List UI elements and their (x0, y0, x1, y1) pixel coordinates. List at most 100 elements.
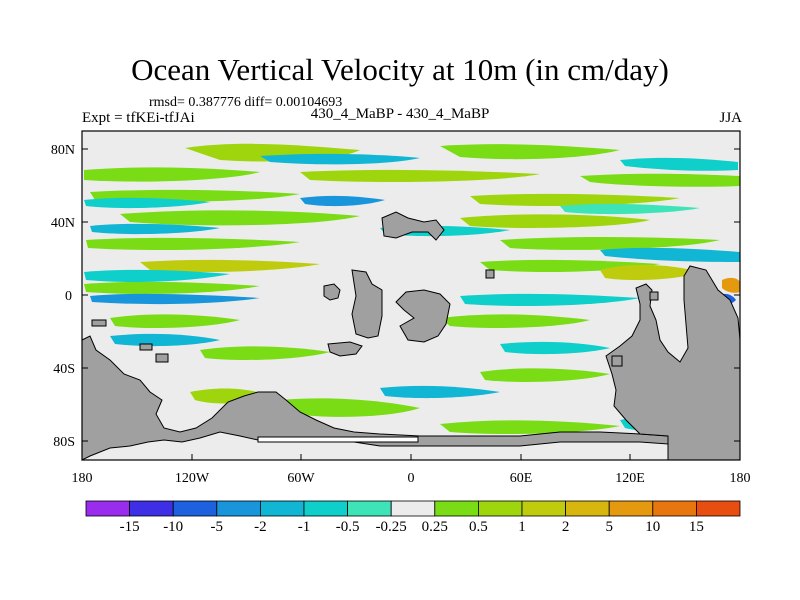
experiment-label: Expt = tfKEi-tfJAi (82, 110, 195, 126)
lon-label-120w: 120W (175, 471, 210, 486)
colorbar-label: 10 (645, 519, 660, 535)
negative-band (600, 247, 740, 262)
case-label: 430_4_MaBP - 430_4_MaBP (310, 106, 490, 122)
lat-label-80s: 80S (53, 435, 75, 450)
land-mask (139, 343, 153, 351)
positive-band (440, 420, 620, 434)
lon-label-60e: 60E (510, 471, 533, 486)
lat-tick-labels: 80N 40N 0 40S 80S (51, 143, 75, 450)
colorbar-label: -0.25 (376, 519, 407, 535)
land-masks (81, 211, 741, 461)
strong-positive-cell (722, 277, 740, 293)
negative-band (90, 293, 260, 305)
colorbar-label: -1 (298, 519, 311, 535)
colorbar-label: -15 (120, 519, 140, 535)
colorbar-swatch (652, 500, 697, 517)
colorbar-swatch (172, 500, 218, 517)
negative-band (460, 293, 640, 306)
positive-band (600, 264, 700, 280)
lat-label-eq: 0 (65, 289, 72, 304)
land-mask (327, 341, 363, 357)
land-mask (395, 289, 451, 343)
lon-label-0: 0 (408, 471, 415, 486)
positive-band (84, 281, 260, 294)
colorbar-label: 2 (562, 519, 570, 535)
negative-band (90, 223, 220, 235)
colorbar-swatch (85, 500, 130, 517)
lon-label-120e: 120E (615, 471, 645, 486)
land-mask (91, 319, 107, 327)
colorbar-swatch (565, 500, 610, 517)
positive-band (480, 368, 610, 382)
ice-shelf-strip (257, 436, 419, 443)
land-mask (605, 265, 741, 461)
lon-tick-labels: 180 120W 60W 0 60E 120E 180 (72, 471, 751, 486)
negative-band (84, 197, 210, 209)
colorbar-swatch (129, 500, 174, 517)
lon-tick-marks (81, 454, 741, 460)
positive-band (460, 214, 650, 228)
land-mask (323, 283, 341, 301)
negative-band (110, 333, 220, 347)
negative-band (380, 385, 500, 399)
lon-label-180e: 180 (730, 471, 751, 486)
negative-band (500, 341, 610, 355)
lon-label-180w: 180 (72, 471, 93, 486)
negative-band (560, 203, 700, 215)
positive-band (470, 193, 680, 206)
positive-band (580, 173, 740, 187)
lat-label-40s: 40S (53, 362, 75, 377)
colorbar-label: -5 (211, 519, 224, 535)
positive-band (280, 398, 420, 417)
colorbar-label: 15 (689, 519, 704, 535)
colorbar-swatch (477, 500, 523, 517)
negative-band (620, 157, 738, 171)
positive-band (440, 314, 590, 328)
colorbar-label: 1 (518, 519, 526, 535)
colorbar: -15 -10 -5 -2 -1 -0.5 -0.25 0.25 0.5 1 2 5 10 15 (85, 500, 741, 535)
lat-label-40n: 40N (51, 216, 75, 231)
land-mask (155, 353, 169, 363)
negative-band (260, 153, 420, 165)
positive-band (500, 237, 720, 250)
colorbar-label: -10 (163, 519, 183, 535)
negative-band (300, 195, 385, 207)
colorbar-swatch (303, 500, 348, 517)
positive-band (440, 144, 620, 160)
map-panel: 80N 40N 0 40S 80S 180 120W 60W 0 60E 120… (51, 130, 751, 486)
colorbar-label: -2 (254, 519, 267, 535)
colorbar-swatch (390, 500, 436, 517)
land-mask (81, 335, 669, 461)
colorbar-swatch (521, 500, 566, 517)
positive-band (200, 346, 330, 360)
positive-band (86, 237, 300, 250)
positive-band (110, 314, 240, 328)
velocity-bands (84, 143, 740, 434)
land-mask (649, 291, 659, 301)
positive-band (84, 167, 260, 182)
positive-band (140, 259, 320, 272)
season-label: JJA (719, 110, 742, 126)
lat-label-80n: 80N (51, 143, 75, 158)
colorbar-label: -0.5 (336, 519, 360, 535)
stats-text: rmsd= 0.387776 diff= 0.00104693 (149, 95, 343, 110)
colorbar-swatch (259, 500, 305, 517)
land-mask (351, 269, 383, 339)
land-mask (485, 269, 495, 279)
colorbar-swatch (608, 500, 654, 517)
colorbar-swatch (347, 500, 392, 517)
land-mask (611, 355, 623, 367)
colorbar-swatch (434, 500, 479, 517)
colorbar-label: 0.25 (422, 519, 448, 535)
colorbar-swatch (216, 500, 261, 517)
chart-title: Ocean Vertical Velocity at 10m (in cm/da… (131, 52, 669, 87)
negative-band (84, 269, 230, 282)
colorbar-swatch (696, 500, 741, 517)
positive-band (300, 169, 540, 182)
lon-label-60w: 60W (287, 471, 315, 486)
positive-band (120, 210, 360, 226)
colorbar-label: 5 (605, 519, 613, 535)
land-mask (381, 211, 445, 241)
lat-tick-marks (82, 148, 740, 442)
